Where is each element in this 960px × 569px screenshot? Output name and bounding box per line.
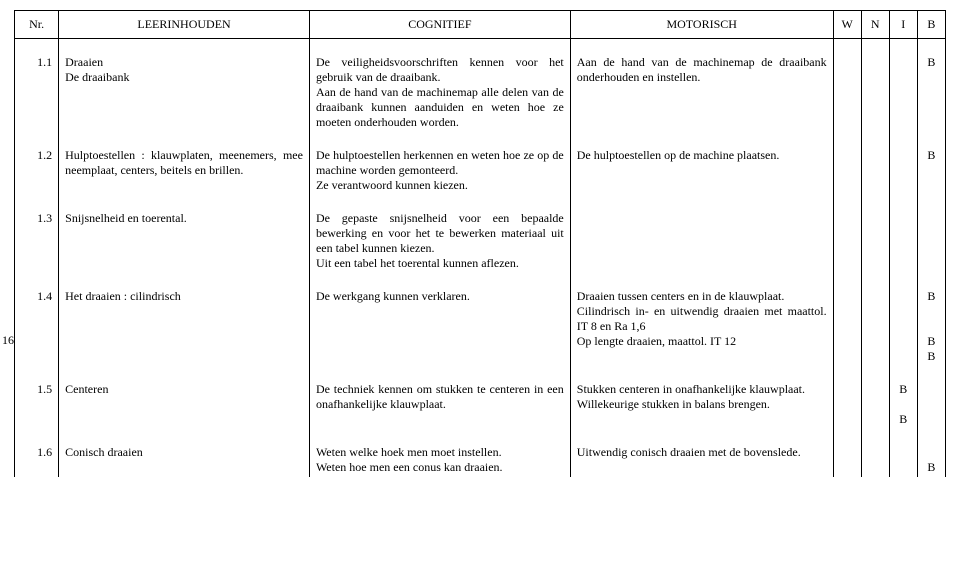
col-b: B <box>917 11 945 39</box>
cell-nr: 1.1 <box>15 53 59 132</box>
cell-i <box>889 443 917 477</box>
cell-nr: 1.3 <box>15 209 59 273</box>
cell-w <box>833 146 861 195</box>
col-i: I <box>889 11 917 39</box>
cell-w <box>833 380 861 429</box>
col-leer: LEERINHOUDEN <box>59 11 310 39</box>
cell-i <box>889 146 917 195</box>
cell-mot: Draaien tussen centers en in de klauwpla… <box>570 287 833 366</box>
cell-b: B BB <box>917 287 945 366</box>
cell-cog: De gepaste snijsnelheid voor een bepaald… <box>309 209 570 273</box>
table-row: 1.6 Conisch draaien Weten welke hoek men… <box>15 443 946 477</box>
cell-i <box>889 287 917 366</box>
curriculum-table: Nr. LEERINHOUDEN COGNITIEF MOTORISCH W N… <box>14 10 946 477</box>
page-side-number: 16 <box>2 333 14 348</box>
cell-leer: Het draaien : cilindrisch <box>59 287 310 366</box>
cell-w <box>833 209 861 273</box>
cell-nr: 1.6 <box>15 443 59 477</box>
col-mot: MOTORISCH <box>570 11 833 39</box>
cell-i <box>889 209 917 273</box>
cell-n <box>861 287 889 366</box>
cell-n <box>861 146 889 195</box>
col-w: W <box>833 11 861 39</box>
cell-mot: Uitwendig conisch draaien met de bovensl… <box>570 443 833 477</box>
cell-b: B <box>917 146 945 195</box>
table-row: 1.4 Het draaien : cilindrisch De werkgan… <box>15 287 946 366</box>
table-spacer <box>15 366 946 380</box>
table-spacer <box>15 273 946 287</box>
cell-cog: Weten welke hoek men moet instellen.Wete… <box>309 443 570 477</box>
cell-cog: De werkgang kunnen verklaren. <box>309 287 570 366</box>
cell-nr: 1.2 <box>15 146 59 195</box>
cell-b <box>917 209 945 273</box>
cell-i: B B <box>889 380 917 429</box>
table-row: 1.2 Hulptoestellen : klauwplaten, meenem… <box>15 146 946 195</box>
cell-mot <box>570 209 833 273</box>
cell-mot: De hulptoestellen op de machine plaatsen… <box>570 146 833 195</box>
cell-n <box>861 53 889 132</box>
cell-b: B <box>917 53 945 132</box>
cell-n <box>861 443 889 477</box>
table-header-row: Nr. LEERINHOUDEN COGNITIEF MOTORISCH W N… <box>15 11 946 39</box>
cell-b: B <box>917 443 945 477</box>
table-spacer <box>15 132 946 146</box>
cell-leer: Hulptoestellen : klauwplaten, meenemers,… <box>59 146 310 195</box>
cell-leer: Conisch draaien <box>59 443 310 477</box>
cell-w <box>833 287 861 366</box>
cell-n <box>861 380 889 429</box>
table-spacer <box>15 39 946 54</box>
cell-nr: 1.5 <box>15 380 59 429</box>
cell-leer: Snijsnelheid en toerental. <box>59 209 310 273</box>
cell-leer: DraaienDe draaibank <box>59 53 310 132</box>
cell-mot: Stukken centeren in onafhankelijke klauw… <box>570 380 833 429</box>
cell-cog: De hulptoestellen herkennen en weten hoe… <box>309 146 570 195</box>
table-row: 1.5 Centeren De techniek kennen om stukk… <box>15 380 946 429</box>
cell-b <box>917 380 945 429</box>
table-row: 1.3 Snijsnelheid en toerental. De gepast… <box>15 209 946 273</box>
table-spacer <box>15 429 946 443</box>
cell-w <box>833 53 861 132</box>
col-cog: COGNITIEF <box>309 11 570 39</box>
cell-cog: De techniek kennen om stukken te centere… <box>309 380 570 429</box>
col-nr: Nr. <box>15 11 59 39</box>
col-n: N <box>861 11 889 39</box>
cell-cog: De veiligheidsvoorschriften kennen voor … <box>309 53 570 132</box>
table-row: 1.1 DraaienDe draaibank De veiligheidsvo… <box>15 53 946 132</box>
cell-i <box>889 53 917 132</box>
cell-nr: 1.4 <box>15 287 59 366</box>
cell-n <box>861 209 889 273</box>
cell-w <box>833 443 861 477</box>
cell-mot: Aan de hand van de machinemap de draaiba… <box>570 53 833 132</box>
cell-leer: Centeren <box>59 380 310 429</box>
table-spacer <box>15 195 946 209</box>
